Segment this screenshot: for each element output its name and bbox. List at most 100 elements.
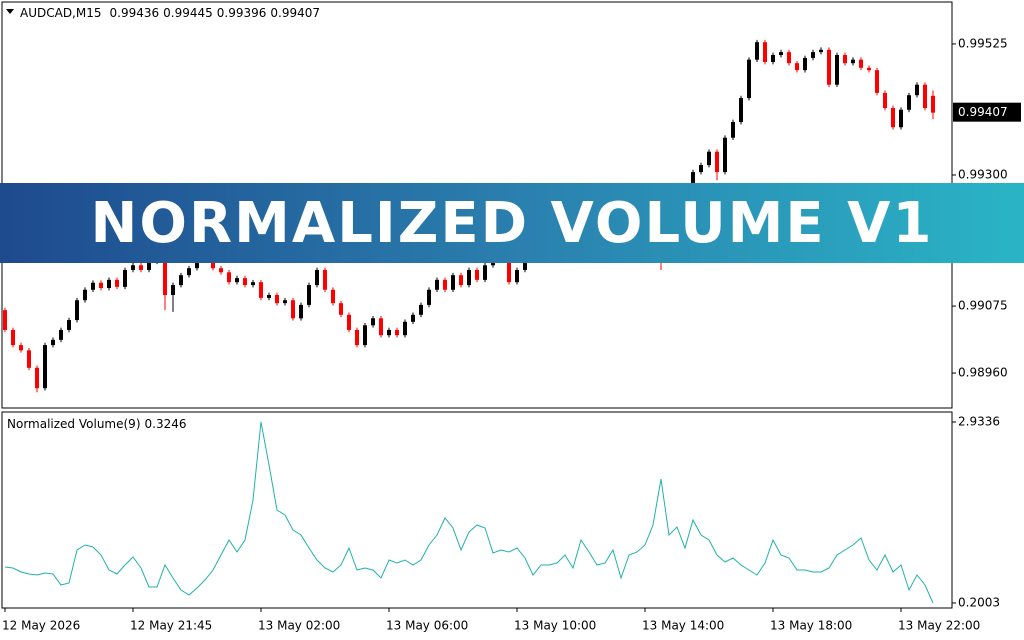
candle-body xyxy=(899,109,903,128)
volume-pane-frame xyxy=(1,411,953,609)
candle-body xyxy=(883,92,887,109)
candle-body xyxy=(739,98,743,122)
x-tick-label: 13 May 14:00 xyxy=(642,619,724,633)
candle-body xyxy=(163,258,167,295)
candle-body xyxy=(59,329,63,340)
candle-body xyxy=(427,289,431,305)
candle-body xyxy=(115,279,119,287)
current-price-box xyxy=(953,102,1021,122)
candle-body xyxy=(147,261,151,270)
current-price-label: 0.99407 xyxy=(958,105,1008,119)
candle-body xyxy=(803,57,807,71)
candle-body xyxy=(419,304,423,315)
candle-body xyxy=(355,329,359,346)
candle-body xyxy=(483,265,487,280)
marks: 0.99525 0.99300 0.99075 0.98960 0.99407 2.933… xyxy=(2,36,1021,633)
candle-body xyxy=(323,269,327,290)
candle-body xyxy=(179,275,183,286)
candle-body xyxy=(859,59,863,68)
indicator-name: Normalized Volume(9) xyxy=(7,417,141,431)
candle-body xyxy=(91,282,95,290)
candle-body xyxy=(835,55,839,85)
x-tick-label: 13 May 06:00 xyxy=(386,619,468,633)
symbol-menu-arrow[interactable] xyxy=(6,9,14,14)
candle-body xyxy=(195,260,199,269)
candle-body xyxy=(755,42,759,60)
y-tick-label: 0.99300 xyxy=(958,168,1008,182)
candle-body xyxy=(699,165,703,173)
candle-body xyxy=(827,49,831,85)
candle-body xyxy=(347,314,351,330)
candle-body xyxy=(931,95,935,113)
volume-line xyxy=(4,421,934,604)
candle-body xyxy=(395,329,399,336)
candle-body xyxy=(403,321,407,336)
y-tick-label: 0.2003 xyxy=(958,596,1000,610)
candle-body xyxy=(763,42,767,62)
candle-body xyxy=(131,265,135,270)
last-low: 0.99396 xyxy=(217,6,267,20)
candle-body xyxy=(843,55,847,64)
candle-body xyxy=(139,265,143,270)
y-tick-label: 2.9336 xyxy=(958,414,1000,428)
candle-body xyxy=(875,70,879,93)
candle-body xyxy=(99,282,103,289)
indicator-value: 0.3246 xyxy=(145,417,187,431)
x-tick-label: 12 May 2026 xyxy=(2,619,80,633)
x-tick-label: 13 May 22:00 xyxy=(898,619,980,633)
candle-body xyxy=(915,84,919,96)
candle-body xyxy=(219,268,223,273)
candle-body xyxy=(891,108,895,128)
x-tick-label: 13 May 10:00 xyxy=(514,619,596,633)
candle-body xyxy=(259,282,263,298)
candle-body xyxy=(227,272,231,283)
y-tick-label: 0.99525 xyxy=(958,36,1008,50)
candle-body xyxy=(811,52,815,58)
candle-body xyxy=(27,350,31,368)
candle-body xyxy=(691,172,695,191)
candle-body xyxy=(243,278,247,286)
candle-body xyxy=(779,52,783,56)
candle-body xyxy=(315,269,319,286)
y-tick-label: 0.98960 xyxy=(958,366,1008,380)
candle-body xyxy=(923,84,927,109)
candle-body xyxy=(907,95,911,110)
candle-body xyxy=(851,59,855,64)
candle-body xyxy=(795,63,799,71)
candle-body xyxy=(275,294,279,304)
candle-body xyxy=(435,279,439,290)
candle-body xyxy=(731,121,735,138)
candle-body xyxy=(3,310,7,330)
candle-body xyxy=(19,345,23,351)
candle-body xyxy=(363,325,367,346)
candle-body xyxy=(707,151,711,166)
candle-body xyxy=(467,269,471,286)
candle-body xyxy=(283,300,287,304)
candle-body xyxy=(819,49,823,53)
candle-body xyxy=(83,289,87,301)
candle-body xyxy=(787,52,791,64)
candle-body xyxy=(475,269,479,280)
candle-body xyxy=(459,275,463,286)
y-tick-label: 0.99075 xyxy=(958,299,1008,313)
candle-body xyxy=(123,269,127,287)
candle-body xyxy=(747,59,751,99)
price-header: AUDCAD,M15 0.99436 0.99445 0.99396 0.99407 xyxy=(20,6,320,20)
candle-body xyxy=(43,345,47,389)
candle-body xyxy=(443,279,447,290)
candle-body xyxy=(75,300,79,321)
candle-body xyxy=(715,151,719,173)
candle-body xyxy=(291,300,295,319)
last-close: 0.99407 xyxy=(270,6,320,20)
candle-body xyxy=(411,314,415,322)
candle-body xyxy=(867,67,871,71)
candle-body xyxy=(35,367,39,389)
banner: NORMALIZED VOLUME V1 xyxy=(0,183,1024,263)
candle-body xyxy=(11,329,15,346)
candle-body xyxy=(507,258,511,283)
candle-body xyxy=(307,285,311,305)
x-tick-label: 13 May 18:00 xyxy=(770,619,852,633)
candle-body xyxy=(379,318,383,336)
